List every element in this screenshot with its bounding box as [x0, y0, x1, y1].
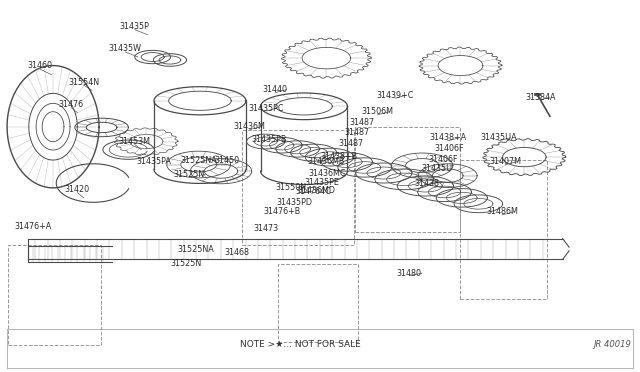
Text: 31435UA: 31435UA	[481, 133, 517, 142]
Text: 31435PD: 31435PD	[276, 198, 312, 207]
Text: 31525N: 31525N	[170, 259, 202, 268]
Text: 31476+A: 31476+A	[14, 222, 51, 231]
Text: 31473: 31473	[253, 224, 278, 233]
Text: 31435PC: 31435PC	[248, 104, 284, 113]
Text: 31440: 31440	[263, 85, 288, 94]
Text: 31480: 31480	[397, 269, 422, 278]
Text: 31435PB: 31435PB	[252, 135, 287, 144]
Text: 31525N: 31525N	[173, 170, 205, 179]
Bar	[355, 127, 461, 232]
Text: 31406F: 31406F	[435, 144, 464, 153]
Bar	[242, 131, 354, 245]
Text: 31438+A: 31438+A	[429, 133, 467, 142]
Text: 31436MC: 31436MC	[309, 169, 346, 177]
Text: 31550N: 31550N	[276, 183, 307, 192]
Text: 31436MD: 31436MD	[298, 186, 336, 195]
Text: 31384A: 31384A	[525, 93, 556, 102]
Bar	[461, 160, 547, 299]
Text: 31487: 31487	[349, 119, 374, 128]
Text: 31436M: 31436M	[234, 122, 266, 131]
Text: 31436MB: 31436MB	[308, 157, 345, 166]
Text: 314764C: 314764C	[296, 187, 332, 196]
Text: 31487: 31487	[338, 139, 364, 148]
Text: 31468: 31468	[225, 248, 250, 257]
Text: 31435P: 31435P	[120, 22, 150, 31]
Text: 31476+B: 31476+B	[263, 208, 300, 217]
Text: JR 40019: JR 40019	[593, 340, 632, 349]
Text: 31406F: 31406F	[429, 155, 458, 164]
Text: 31438: 31438	[415, 179, 440, 187]
Text: 31476: 31476	[58, 100, 83, 109]
Text: 31435PE: 31435PE	[305, 178, 339, 187]
Text: 31438+B: 31438+B	[321, 152, 358, 161]
Text: NOTE >★... NOT FOR SALE: NOTE >★... NOT FOR SALE	[241, 340, 361, 349]
Text: 31435PA: 31435PA	[136, 157, 172, 166]
Text: 31439+C: 31439+C	[377, 91, 414, 100]
Text: 31460: 31460	[28, 61, 52, 70]
Text: 31435W: 31435W	[109, 44, 141, 53]
Bar	[8, 245, 101, 345]
Text: 31506M: 31506M	[362, 108, 394, 116]
Text: 31453M: 31453M	[119, 137, 151, 146]
Text: 31487: 31487	[344, 128, 370, 137]
Text: 31435U: 31435U	[421, 164, 452, 173]
Text: 31486M: 31486M	[486, 208, 518, 217]
Text: 31450: 31450	[215, 155, 240, 164]
Text: 31420: 31420	[65, 185, 90, 194]
Text: 31525NA: 31525NA	[177, 244, 214, 253]
Text: 31525NA: 31525NA	[180, 155, 217, 164]
Bar	[278, 264, 358, 341]
Text: 31554N: 31554N	[68, 78, 99, 87]
Text: 31407M: 31407M	[489, 157, 521, 166]
